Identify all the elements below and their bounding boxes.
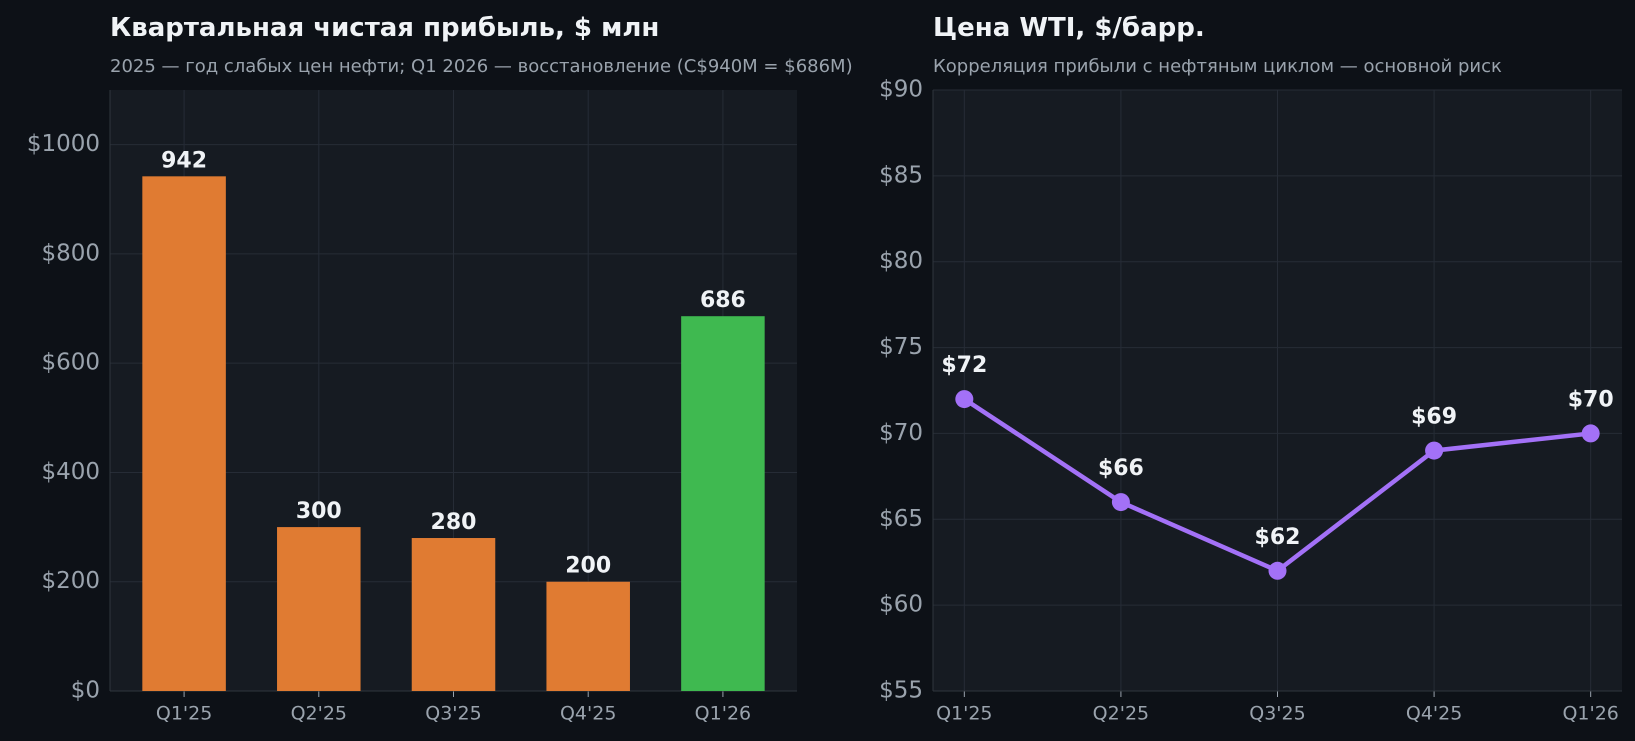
y-tick-label: $90 — [879, 77, 923, 103]
x-tick-label: Q1'26 — [1562, 703, 1618, 725]
value-label: 686 — [700, 288, 746, 313]
y-tick-label: $800 — [41, 240, 100, 266]
value-label: $69 — [1411, 405, 1457, 430]
bar — [681, 316, 765, 691]
x-tick-label: Q2'25 — [1093, 703, 1149, 725]
x-tick-label: Q2'25 — [291, 703, 347, 725]
y-tick-label: $70 — [879, 420, 923, 446]
x-tick-label: Q1'26 — [695, 703, 751, 725]
y-tick-label: $60 — [879, 592, 923, 618]
x-tick-label: Q4'25 — [1406, 703, 1462, 725]
x-tick-label: Q4'25 — [560, 703, 616, 725]
point — [955, 390, 974, 409]
y-tick-label: $80 — [879, 248, 923, 274]
chart-title: Цена WTI, $/барр. — [933, 13, 1205, 43]
y-tick-label: $0 — [71, 678, 100, 704]
y-tick-label: $85 — [879, 162, 923, 188]
y-tick-label: $600 — [41, 350, 100, 376]
bar — [411, 538, 496, 691]
y-tick-label: $75 — [879, 334, 923, 360]
bar — [277, 527, 361, 691]
x-tick-label: Q1'25 — [156, 703, 212, 725]
value-label: 942 — [161, 148, 207, 173]
y-tick-label: $400 — [41, 459, 100, 485]
y-tick-label: $65 — [879, 506, 923, 532]
x-tick-label: Q1'25 — [936, 703, 992, 725]
point — [1425, 441, 1444, 460]
value-label: 200 — [565, 554, 611, 579]
y-tick-label: $55 — [879, 678, 923, 704]
value-label: 280 — [431, 510, 477, 535]
point — [1111, 493, 1130, 512]
x-tick-label: Q3'25 — [1249, 703, 1305, 725]
chart-subtitle: Корреляция прибыли с нефтяным циклом — о… — [933, 56, 1502, 77]
y-tick-label: $1000 — [27, 131, 100, 157]
point — [1581, 424, 1600, 443]
x-tick-label: Q3'25 — [425, 703, 481, 725]
value-label: $70 — [1568, 387, 1614, 412]
point — [1268, 561, 1287, 580]
bar — [142, 176, 226, 692]
value-label: $72 — [941, 353, 987, 378]
y-tick-label: $200 — [41, 568, 100, 594]
bar — [546, 581, 630, 691]
value-label: $62 — [1255, 525, 1301, 550]
value-label: $66 — [1098, 456, 1144, 481]
value-label: 300 — [296, 499, 342, 524]
chart-subtitle: 2025 — год слабых цен нефти; Q1 2026 — в… — [110, 56, 853, 77]
chart-title: Квартальная чистая прибыль, $ млн — [110, 13, 659, 43]
